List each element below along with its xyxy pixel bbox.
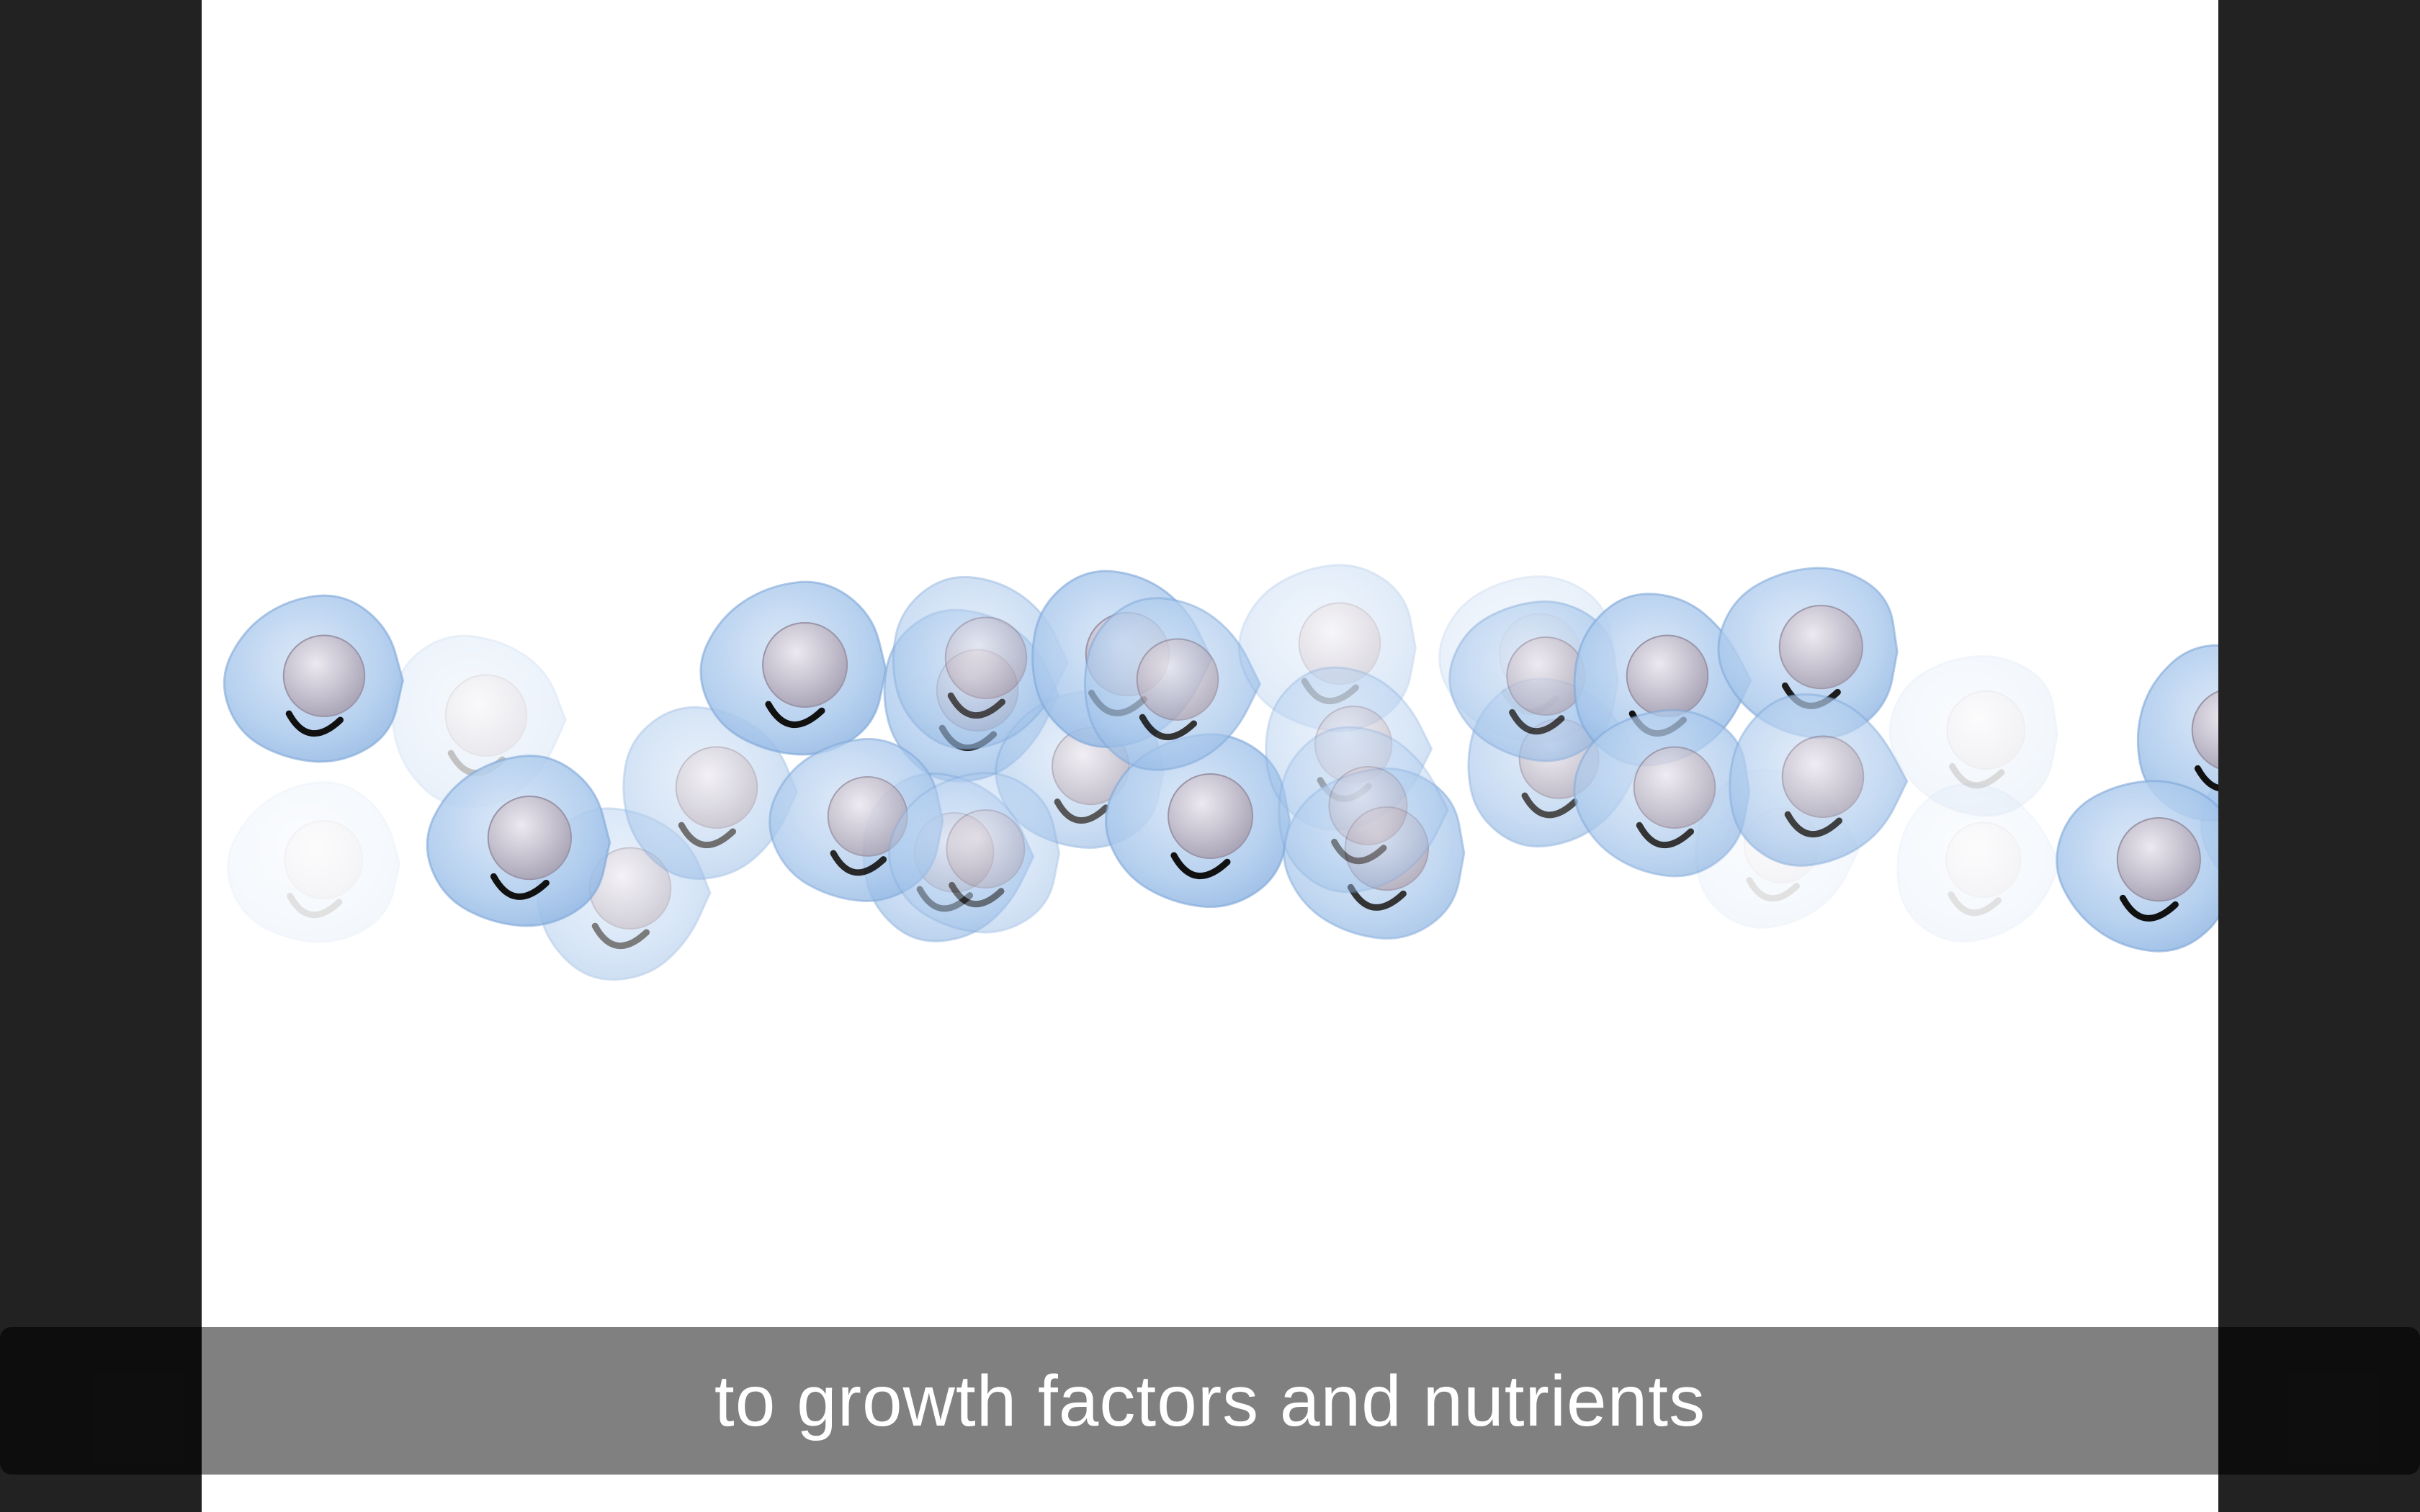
cell-nucleus: [944, 616, 1028, 699]
cell-icon: [2136, 644, 2218, 822]
cell-mark: [949, 881, 1005, 907]
cell-icon: [892, 575, 1069, 750]
cell-mark: [1746, 877, 1800, 902]
cell-nucleus: [1626, 634, 1709, 717]
cell-mark: [1054, 798, 1109, 824]
cell-icon: [888, 772, 1061, 934]
video-frame: [202, 0, 2218, 1512]
cell-icon: [1717, 567, 1899, 739]
caption-box: to growth factors and nutrients: [202, 1327, 2218, 1475]
cell-mark: [1170, 852, 1231, 880]
cell-icon: [1448, 600, 1619, 762]
cell-nucleus: [1945, 822, 2022, 898]
cell-nucleus: [2116, 817, 2201, 902]
cell-mark: [2119, 894, 2179, 922]
cell-nucleus: [1328, 766, 1408, 845]
cell-mark: [1948, 891, 2002, 917]
cell-mark: [1347, 883, 1407, 911]
cell-mark: [830, 850, 887, 876]
cell-mark: [1509, 708, 1565, 734]
cell-mark: [765, 701, 825, 729]
cell-icon: [1896, 783, 2063, 943]
cell-nucleus: [2191, 690, 2218, 770]
cell-mark: [1139, 714, 1197, 741]
cell-icon: [1105, 733, 1291, 909]
cell-icon: [226, 781, 401, 943]
cell-nucleus: [1506, 636, 1586, 716]
cell-mark: [591, 922, 650, 950]
letterbox-bottom-right: [2218, 1475, 2420, 1512]
cell-nucleus: [284, 820, 364, 899]
cell-mark: [1636, 822, 1694, 849]
cell-mark: [678, 822, 736, 849]
cell-mark: [2194, 765, 2218, 792]
cell-mark: [1784, 811, 1842, 838]
cell-nucleus: [1136, 638, 1219, 721]
cell-icon: [622, 706, 799, 880]
cell-mark: [490, 873, 550, 900]
cell-icon: [1888, 654, 2058, 817]
cell-nucleus: [762, 622, 848, 708]
cell-nucleus: [1633, 746, 1716, 829]
cell-nucleus: [487, 796, 572, 881]
cell-nucleus: [1168, 773, 1254, 859]
cell-icon: [1278, 726, 1449, 894]
cell-nucleus: [946, 809, 1026, 888]
cell-icon: [1083, 597, 1262, 771]
caption-text: to growth factors and nutrients: [714, 1360, 1706, 1441]
cell-body: [2136, 644, 2218, 822]
cell-mark: [1331, 838, 1387, 864]
cell-cluster-icon: [223, 564, 2218, 981]
cell-mark: [285, 710, 344, 737]
cell-mark: [947, 692, 1005, 719]
cell-nucleus: [1781, 735, 1865, 818]
cell-icon: [426, 755, 611, 927]
cell-mark: [287, 892, 343, 918]
cell-nucleus: [444, 674, 528, 757]
cell-icon: [699, 580, 887, 756]
cell-icon: [1729, 693, 1909, 867]
cell-icon: [223, 594, 404, 763]
cell-mark: [1521, 792, 1579, 819]
cell-nucleus: [1778, 605, 1863, 690]
letterbox-bottom-left: [0, 1475, 202, 1512]
cell-nucleus: [1946, 690, 2026, 770]
cell-icon: [2056, 780, 2218, 953]
cell-nucleus: [282, 634, 366, 717]
cell-nucleus: [675, 746, 758, 829]
